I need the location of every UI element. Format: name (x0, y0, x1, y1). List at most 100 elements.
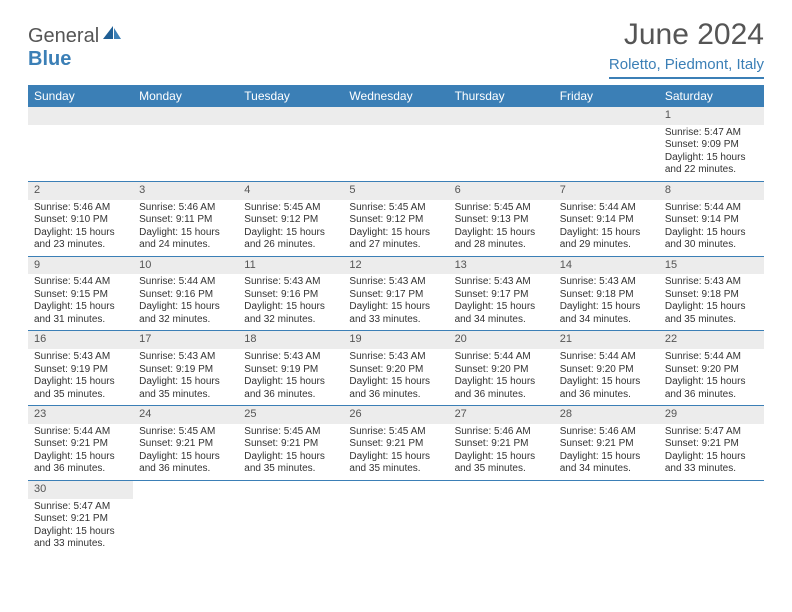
day-line: and 23 minutes. (34, 239, 127, 252)
day-cell (238, 481, 343, 555)
day-line: and 34 minutes. (560, 314, 653, 327)
day-line: Daylight: 15 hours (244, 227, 337, 240)
day-number: 3 (133, 182, 238, 200)
day-line: Sunrise: 5:45 AM (244, 426, 337, 439)
day-line: and 36 minutes. (139, 463, 232, 476)
day-line: Sunset: 9:16 PM (244, 289, 337, 302)
day-cell: 5Sunrise: 5:45 AMSunset: 9:12 PMDaylight… (343, 182, 448, 256)
day-number: 19 (343, 331, 448, 349)
day-line: Daylight: 15 hours (244, 376, 337, 389)
day-line: and 33 minutes. (34, 538, 127, 551)
week-row: 9Sunrise: 5:44 AMSunset: 9:15 PMDaylight… (28, 257, 764, 332)
day-line: Daylight: 15 hours (34, 376, 127, 389)
day-number: 20 (449, 331, 554, 349)
day-line: Sunrise: 5:43 AM (139, 351, 232, 364)
day-cell: 17Sunrise: 5:43 AMSunset: 9:19 PMDayligh… (133, 331, 238, 405)
day-line: Daylight: 15 hours (665, 152, 758, 165)
day-line: Sunset: 9:18 PM (560, 289, 653, 302)
weekday-header: Monday (133, 85, 238, 107)
day-cell (449, 481, 554, 555)
day-line: Sunrise: 5:45 AM (349, 426, 442, 439)
day-cell (659, 481, 764, 555)
day-body: Sunrise: 5:45 AMSunset: 9:21 PMDaylight:… (133, 424, 238, 480)
day-cell: 21Sunrise: 5:44 AMSunset: 9:20 PMDayligh… (554, 331, 659, 405)
day-body: Sunrise: 5:46 AMSunset: 9:21 PMDaylight:… (449, 424, 554, 480)
day-line: Daylight: 15 hours (349, 376, 442, 389)
day-line: Daylight: 15 hours (665, 376, 758, 389)
day-number: 13 (449, 257, 554, 275)
day-line: Sunset: 9:21 PM (560, 438, 653, 451)
day-line: Sunset: 9:16 PM (139, 289, 232, 302)
day-line: Daylight: 15 hours (560, 227, 653, 240)
empty-day-number (343, 107, 448, 125)
day-line: and 33 minutes. (665, 463, 758, 476)
day-cell: 9Sunrise: 5:44 AMSunset: 9:15 PMDaylight… (28, 257, 133, 331)
day-line: and 32 minutes. (244, 314, 337, 327)
day-cell: 18Sunrise: 5:43 AMSunset: 9:19 PMDayligh… (238, 331, 343, 405)
day-line: and 35 minutes. (139, 389, 232, 402)
empty-day-number (449, 107, 554, 125)
day-line: and 29 minutes. (560, 239, 653, 252)
empty-day-number (133, 107, 238, 125)
day-line: Daylight: 15 hours (34, 227, 127, 240)
weeks-container: 1Sunrise: 5:47 AMSunset: 9:09 PMDaylight… (28, 107, 764, 555)
day-line: Sunrise: 5:46 AM (560, 426, 653, 439)
day-line: and 34 minutes. (560, 463, 653, 476)
day-number: 6 (449, 182, 554, 200)
day-body: Sunrise: 5:44 AMSunset: 9:20 PMDaylight:… (449, 349, 554, 405)
day-body: Sunrise: 5:43 AMSunset: 9:16 PMDaylight:… (238, 274, 343, 330)
day-cell: 8Sunrise: 5:44 AMSunset: 9:14 PMDaylight… (659, 182, 764, 256)
day-line: Sunrise: 5:45 AM (139, 426, 232, 439)
day-number: 16 (28, 331, 133, 349)
day-number: 7 (554, 182, 659, 200)
day-number: 8 (659, 182, 764, 200)
day-line: and 22 minutes. (665, 164, 758, 177)
day-line: and 35 minutes. (455, 463, 548, 476)
day-cell: 25Sunrise: 5:45 AMSunset: 9:21 PMDayligh… (238, 406, 343, 480)
day-line: Sunrise: 5:46 AM (139, 202, 232, 215)
day-line: and 36 minutes. (665, 389, 758, 402)
day-line: Sunrise: 5:44 AM (560, 351, 653, 364)
day-cell (133, 107, 238, 181)
day-cell: 3Sunrise: 5:46 AMSunset: 9:11 PMDaylight… (133, 182, 238, 256)
day-body: Sunrise: 5:46 AMSunset: 9:11 PMDaylight:… (133, 200, 238, 256)
day-number: 12 (343, 257, 448, 275)
day-cell: 4Sunrise: 5:45 AMSunset: 9:12 PMDaylight… (238, 182, 343, 256)
day-line: Sunrise: 5:43 AM (665, 276, 758, 289)
logo-text-1: General (28, 25, 99, 48)
day-line: and 36 minutes. (244, 389, 337, 402)
day-number: 24 (133, 406, 238, 424)
weekday-header: Friday (554, 85, 659, 107)
day-cell: 7Sunrise: 5:44 AMSunset: 9:14 PMDaylight… (554, 182, 659, 256)
day-line: and 32 minutes. (139, 314, 232, 327)
day-line: Sunset: 9:20 PM (665, 364, 758, 377)
day-line: Sunrise: 5:43 AM (349, 276, 442, 289)
day-line: Sunset: 9:15 PM (34, 289, 127, 302)
day-body: Sunrise: 5:45 AMSunset: 9:12 PMDaylight:… (343, 200, 448, 256)
day-body: Sunrise: 5:44 AMSunset: 9:14 PMDaylight:… (554, 200, 659, 256)
day-number: 5 (343, 182, 448, 200)
day-line: Daylight: 15 hours (665, 451, 758, 464)
day-number: 26 (343, 406, 448, 424)
logo: General (28, 24, 123, 48)
day-cell: 16Sunrise: 5:43 AMSunset: 9:19 PMDayligh… (28, 331, 133, 405)
day-body: Sunrise: 5:43 AMSunset: 9:17 PMDaylight:… (343, 274, 448, 330)
sail-icon (101, 24, 123, 48)
day-line: Sunset: 9:12 PM (349, 214, 442, 227)
day-line: Sunset: 9:19 PM (139, 364, 232, 377)
day-cell: 20Sunrise: 5:44 AMSunset: 9:20 PMDayligh… (449, 331, 554, 405)
day-line: Sunrise: 5:47 AM (665, 426, 758, 439)
day-cell: 23Sunrise: 5:44 AMSunset: 9:21 PMDayligh… (28, 406, 133, 480)
day-cell (449, 107, 554, 181)
day-number: 30 (28, 481, 133, 499)
day-line: Sunset: 9:19 PM (34, 364, 127, 377)
day-line: Sunset: 9:21 PM (34, 513, 127, 526)
day-line: Sunrise: 5:44 AM (34, 426, 127, 439)
day-line: Daylight: 15 hours (34, 301, 127, 314)
location-text: Roletto, Piedmont, Italy (609, 56, 764, 79)
day-cell: 22Sunrise: 5:44 AMSunset: 9:20 PMDayligh… (659, 331, 764, 405)
day-body: Sunrise: 5:43 AMSunset: 9:17 PMDaylight:… (449, 274, 554, 330)
day-body: Sunrise: 5:45 AMSunset: 9:12 PMDaylight:… (238, 200, 343, 256)
day-line: Daylight: 15 hours (349, 301, 442, 314)
day-body: Sunrise: 5:44 AMSunset: 9:15 PMDaylight:… (28, 274, 133, 330)
